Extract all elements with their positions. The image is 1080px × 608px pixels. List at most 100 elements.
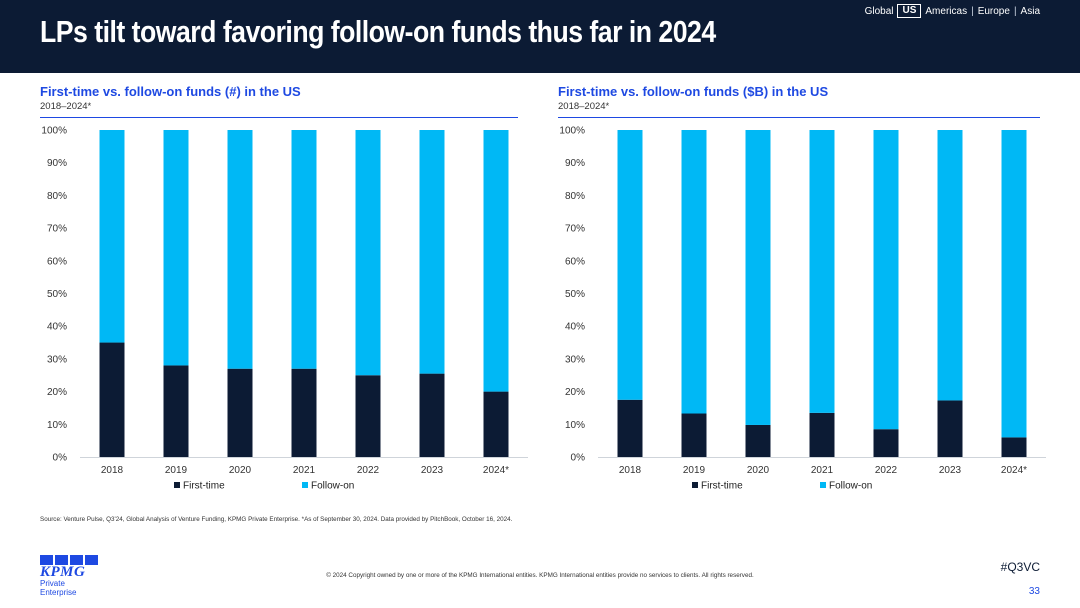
- y-tick-label: 90%: [47, 158, 67, 169]
- y-tick-label: 100%: [41, 126, 67, 137]
- bar-follow-on-4: [355, 130, 381, 376]
- bar-first-time-1: [163, 365, 189, 457]
- y-tick-label: 80%: [47, 191, 67, 202]
- bar-follow-on-0: [99, 130, 125, 343]
- page-title: LPs tilt toward favoring follow-on funds…: [40, 14, 716, 49]
- bar-follow-on-3: [809, 130, 835, 413]
- y-tick-label: 30%: [565, 354, 585, 365]
- y-tick-label: 60%: [47, 256, 67, 267]
- bar-first-time-2: [745, 424, 771, 457]
- x-tick-label: 2019: [165, 465, 188, 476]
- y-tick-label: 50%: [565, 289, 585, 300]
- chart-subtitle: 2018–2024*: [40, 101, 92, 112]
- y-tick-label: 50%: [47, 289, 67, 300]
- bar-follow-on-2: [745, 130, 771, 425]
- bar-follow-on-2: [227, 130, 253, 369]
- legend-swatch-1: [302, 482, 308, 488]
- y-tick-label: 90%: [565, 158, 585, 169]
- chart-title: First-time vs. follow-on funds (#) in th…: [40, 84, 301, 99]
- bar-follow-on-5: [937, 130, 963, 401]
- legend-swatch-0: [692, 482, 698, 488]
- x-tick-label: 2024*: [483, 465, 509, 476]
- bar-first-time-0: [99, 342, 125, 457]
- bar-first-time-5: [937, 400, 963, 457]
- region-europe[interactable]: Europe: [977, 5, 1010, 17]
- y-tick-label: 80%: [565, 191, 585, 202]
- bar-follow-on-0: [617, 130, 643, 400]
- region-us[interactable]: US: [897, 4, 922, 18]
- logo-text: KPMG: [40, 564, 86, 580]
- x-tick-label: 2021: [811, 465, 834, 476]
- bar-follow-on-6: [483, 130, 509, 392]
- bar-first-time-6: [483, 391, 509, 457]
- region-asia[interactable]: Asia: [1020, 5, 1040, 17]
- logo-boxes: [40, 555, 100, 565]
- x-tick-label: 2018: [101, 465, 124, 476]
- region-separator: |: [1013, 5, 1017, 17]
- bar-follow-on-6: [1001, 130, 1027, 438]
- legend-swatch-1: [820, 482, 826, 488]
- y-tick-label: 70%: [47, 224, 67, 235]
- x-tick-label: 2024*: [1001, 465, 1027, 476]
- bar-first-time-3: [291, 368, 317, 457]
- page-number: 33: [1028, 586, 1040, 597]
- bar-follow-on-5: [419, 130, 445, 374]
- legend-label-1: Follow-on: [829, 481, 872, 492]
- y-tick-label: 70%: [565, 224, 585, 235]
- source-note: Source: Venture Pulse, Q3'24, Global Ana…: [40, 516, 513, 523]
- bar-follow-on-4: [873, 130, 899, 430]
- bar-first-time-3: [809, 412, 835, 457]
- legend-label-1: Follow-on: [311, 481, 354, 492]
- bar-follow-on-1: [163, 130, 189, 366]
- y-tick-label: 0%: [53, 453, 68, 464]
- chart-panel-value: First-time vs. follow-on funds ($B) in t…: [558, 84, 1040, 118]
- stacked-bar-chart-value: 0% 10% 20% 30% 40% 50% 60% 70% 80% 90% 100% 2018 201…: [559, 126, 1046, 492]
- title-rule: [558, 117, 1040, 118]
- logo-subtext: Private Enterprise: [40, 579, 77, 597]
- y-tick-label: 100%: [559, 126, 585, 137]
- y-tick-label: 30%: [47, 354, 67, 365]
- y-tick-label: 40%: [565, 322, 585, 333]
- bar-first-time-0: [617, 399, 643, 457]
- chart-title: First-time vs. follow-on funds ($B) in t…: [558, 84, 829, 99]
- stacked-bar-chart-count: 0% 10% 20% 30% 40% 50% 60% 70% 80% 90% 100% 2018 201…: [41, 126, 528, 492]
- x-tick-label: 2022: [357, 465, 380, 476]
- y-tick-label: 10%: [47, 420, 67, 431]
- region-americas[interactable]: Americas: [925, 5, 968, 17]
- x-tick-label: 2023: [421, 465, 444, 476]
- y-tick-label: 20%: [47, 387, 67, 398]
- y-tick-label: 40%: [47, 322, 67, 333]
- y-tick-label: 60%: [565, 256, 585, 267]
- legend-label-0: First-time: [183, 481, 225, 492]
- x-tick-label: 2021: [293, 465, 316, 476]
- bar-first-time-4: [355, 375, 381, 457]
- y-tick-label: 0%: [571, 453, 586, 464]
- legend-swatch-0: [174, 482, 180, 488]
- x-tick-label: 2018: [619, 465, 642, 476]
- bar-follow-on-3: [291, 130, 317, 369]
- hashtag: #Q3VC: [1000, 560, 1040, 574]
- x-tick-label: 2022: [875, 465, 898, 476]
- y-tick-label: 10%: [565, 420, 585, 431]
- chart-subtitle: 2018–2024*: [558, 101, 610, 112]
- bar-follow-on-1: [681, 130, 707, 414]
- region-global[interactable]: Global: [864, 5, 894, 17]
- bar-first-time-1: [681, 413, 707, 457]
- chart-panel-count: First-time vs. follow-on funds (#) in th…: [40, 84, 518, 118]
- bar-first-time-6: [1001, 437, 1027, 457]
- kpmg-logo: KPMG Private Enterprise: [40, 555, 100, 597]
- region-nav: Global US Americas | Europe | Asia: [865, 4, 1040, 18]
- x-tick-label: 2020: [747, 465, 770, 476]
- bar-first-time-4: [873, 429, 899, 457]
- bar-first-time-5: [419, 373, 445, 457]
- header-bar: LPs tilt toward favoring follow-on funds…: [0, 0, 1080, 73]
- x-tick-label: 2023: [939, 465, 962, 476]
- y-tick-label: 20%: [565, 387, 585, 398]
- x-tick-label: 2019: [683, 465, 706, 476]
- title-rule: [40, 117, 518, 118]
- region-separator: |: [971, 5, 974, 17]
- bar-first-time-2: [227, 368, 253, 457]
- copyright-text: © 2024 Copyright owned by one or more of…: [326, 572, 754, 579]
- x-tick-label: 2020: [229, 465, 252, 476]
- legend-label-0: First-time: [701, 481, 743, 492]
